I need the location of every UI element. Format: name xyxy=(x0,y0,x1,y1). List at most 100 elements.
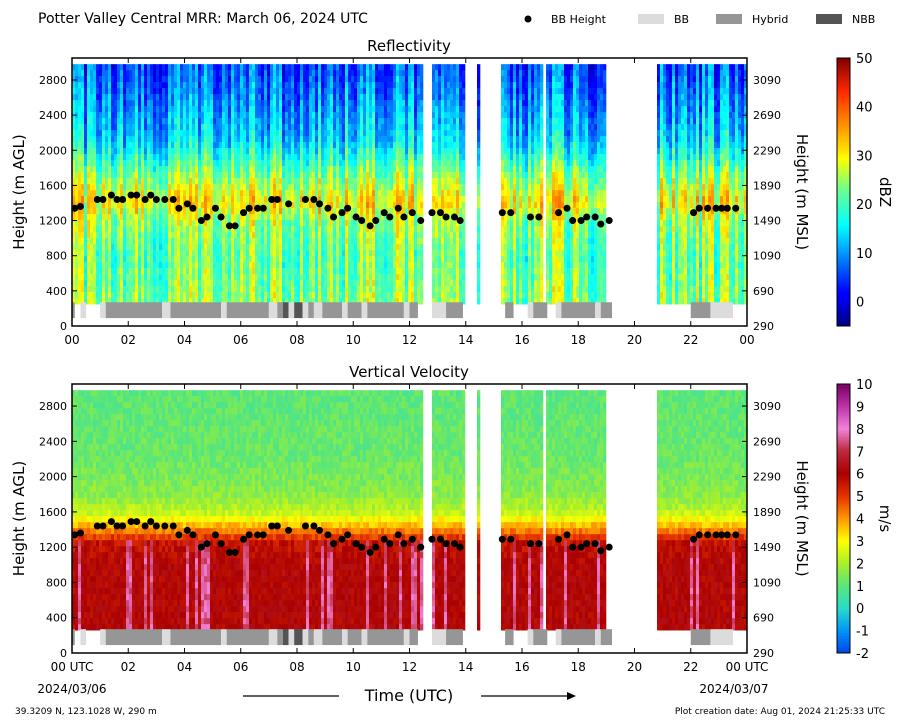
heatmap-cell xyxy=(420,166,424,173)
heatmap-cell xyxy=(267,154,271,161)
heatmap-cell xyxy=(297,292,301,299)
heatmap-cell xyxy=(156,268,160,275)
heatmap-cell xyxy=(240,298,244,305)
heatmap-cell xyxy=(156,280,160,287)
heatmap-cell xyxy=(153,202,157,209)
heatmap-cell xyxy=(177,124,181,131)
heatmap-cell xyxy=(273,220,277,227)
heatmap-cell xyxy=(213,124,217,131)
heatmap-cell xyxy=(408,118,412,125)
heatmap-cell xyxy=(414,184,418,191)
heatmap-cell xyxy=(420,274,424,281)
heatmap-cell xyxy=(204,190,208,197)
heatmap-cell xyxy=(255,112,259,119)
heatmap-cell xyxy=(240,250,244,257)
heatmap-cell xyxy=(324,250,328,257)
heatmap-cell xyxy=(420,142,424,149)
heatmap-cell xyxy=(225,184,229,191)
heatmap-cell xyxy=(264,136,268,143)
heatmap-cell xyxy=(114,178,118,185)
heatmap-cell xyxy=(345,256,349,263)
heatmap-cell xyxy=(336,286,340,293)
heatmap-cell xyxy=(255,262,259,269)
heatmap-cell xyxy=(198,274,202,281)
heatmap-cell xyxy=(279,268,283,275)
heatmap-cell xyxy=(219,160,223,167)
heatmap-cell xyxy=(237,226,241,233)
heatmap-cell xyxy=(111,70,115,77)
heatmap-cell xyxy=(159,256,163,263)
heatmap-cell xyxy=(303,178,307,185)
heatmap-cell xyxy=(111,118,115,125)
heatmap-cell xyxy=(231,208,235,215)
heatmap-cell xyxy=(258,208,262,215)
heatmap-cell xyxy=(303,190,307,197)
heatmap-cell xyxy=(171,76,175,83)
heatmap-cell xyxy=(312,178,316,185)
heatmap-cell xyxy=(102,160,106,167)
heatmap-cell xyxy=(108,256,112,263)
heatmap-cell xyxy=(303,244,307,251)
heatmap-cell xyxy=(264,280,268,287)
heatmap-cell xyxy=(195,64,199,71)
heatmap-cell xyxy=(168,172,172,179)
heatmap-cell xyxy=(318,70,322,77)
heatmap-cell xyxy=(207,178,211,185)
heatmap-cell xyxy=(408,172,412,179)
heatmap-cell xyxy=(258,178,262,185)
heatmap-cell xyxy=(393,220,397,227)
heatmap-cell xyxy=(300,238,304,245)
heatmap-cell xyxy=(378,238,382,245)
heatmap-cell xyxy=(438,226,442,233)
heatmap-cell xyxy=(198,250,202,257)
heatmap-cell xyxy=(204,244,208,251)
heatmap-cell xyxy=(126,64,130,71)
heatmap-cell xyxy=(414,64,418,71)
heatmap-cell xyxy=(321,178,325,185)
heatmap-cell xyxy=(342,244,346,251)
heatmap-cell xyxy=(417,106,421,113)
heatmap-cell xyxy=(360,70,364,77)
heatmap-cell xyxy=(282,136,286,143)
heatmap-cell xyxy=(351,184,355,191)
heatmap-cell xyxy=(231,100,235,107)
heatmap-cell xyxy=(381,280,385,287)
heatmap-cell xyxy=(375,100,379,107)
heatmap-cell xyxy=(357,82,361,89)
heatmap-cell xyxy=(384,88,388,95)
heatmap-cell xyxy=(117,190,121,197)
heatmap-cell xyxy=(75,232,79,239)
heatmap-cell xyxy=(381,232,385,239)
heatmap-cell xyxy=(99,130,103,137)
heatmap-cell xyxy=(438,214,442,221)
heatmap-cell xyxy=(276,118,280,125)
heatmap-cell xyxy=(342,118,346,125)
heatmap-cell xyxy=(315,244,319,251)
heatmap-cell xyxy=(201,88,205,95)
heatmap-cell xyxy=(291,256,295,263)
heatmap-cell xyxy=(324,244,328,251)
heatmap-cell xyxy=(81,250,85,257)
heatmap-cell xyxy=(375,256,379,263)
heatmap-cell xyxy=(447,268,451,275)
heatmap-cell xyxy=(216,154,220,161)
heatmap-cell xyxy=(342,130,346,137)
heatmap-cell xyxy=(417,298,421,305)
heatmap-cell xyxy=(168,82,172,89)
heatmap-cell xyxy=(201,226,205,233)
heatmap-cell xyxy=(372,82,376,89)
heatmap-cell xyxy=(198,196,202,203)
heatmap-cell xyxy=(171,268,175,275)
heatmap-cell xyxy=(324,118,328,125)
heatmap-cell xyxy=(285,82,289,89)
heatmap-cell xyxy=(174,100,178,107)
heatmap-cell xyxy=(264,202,268,209)
heatmap-cell xyxy=(255,106,259,113)
heatmap-cell xyxy=(318,226,322,233)
heatmap-cell xyxy=(90,280,94,287)
heatmap-cell xyxy=(117,256,121,263)
heatmap-cell xyxy=(120,88,124,95)
heatmap-cell xyxy=(399,250,403,257)
heatmap-cell xyxy=(282,226,286,233)
heatmap-cell xyxy=(276,154,280,161)
